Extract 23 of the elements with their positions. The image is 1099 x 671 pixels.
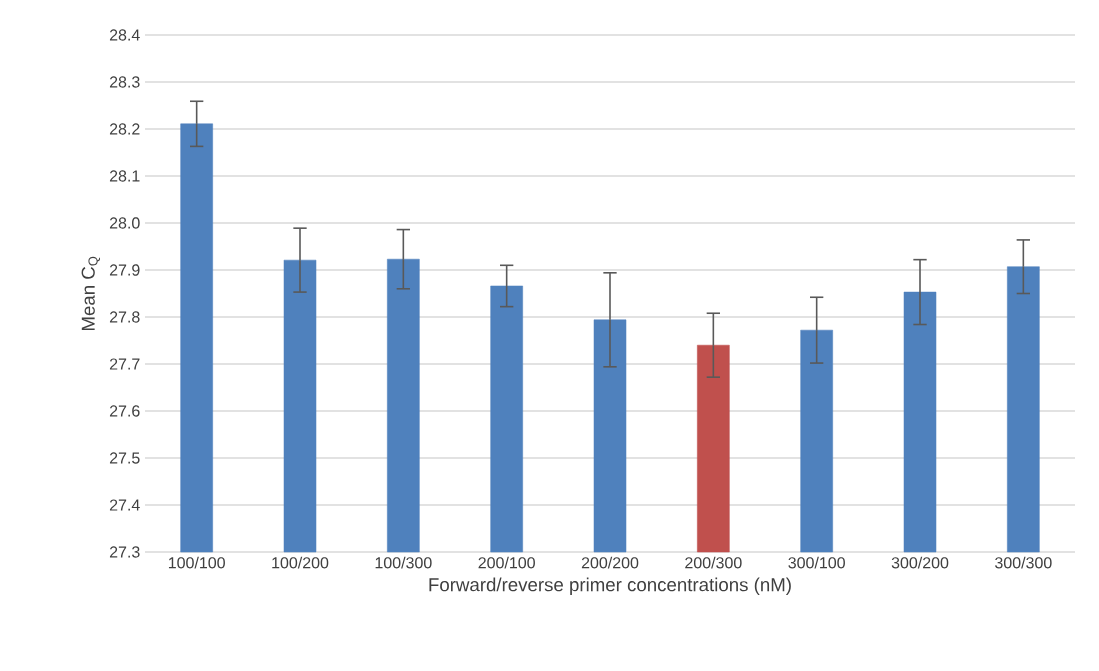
- y-tick-label: 27.3: [109, 546, 140, 558]
- x-tick-label: 300/200: [891, 556, 949, 569]
- y-tick-label: 28.4: [109, 29, 140, 41]
- y-tick-label: 27.6: [109, 405, 140, 417]
- y-tick-label: 28.1: [109, 170, 140, 182]
- y-tick-label: 27.5: [109, 452, 140, 464]
- x-tick-label: 100/300: [375, 556, 432, 569]
- y-tick-label: 27.9: [109, 264, 140, 276]
- y-tick-label: 28.2: [109, 123, 140, 135]
- x-tick-label: 200/300: [685, 556, 742, 569]
- x-tick-label: 300/100: [788, 556, 845, 569]
- x-tick-label: 100/100: [168, 556, 225, 569]
- y-tick-label: 27.4: [109, 499, 140, 511]
- y-tick-label: 27.7: [109, 358, 140, 370]
- y-tick-label: 28.3: [109, 76, 140, 88]
- x-tick-label: 200/200: [581, 556, 639, 569]
- x-tick-label: 200/100: [478, 556, 535, 569]
- y-tick-label: 27.8: [109, 311, 140, 323]
- x-tick-label: 100/200: [272, 556, 329, 569]
- y-tick-label: 28.0: [109, 217, 140, 229]
- x-tick-label: 300/300: [995, 556, 1052, 569]
- x-axis-title: Forward/reverse primer concentrations (nM): [429, 577, 791, 596]
- y-axis-title: Mean C$_{Q}$: [81, 256, 100, 331]
